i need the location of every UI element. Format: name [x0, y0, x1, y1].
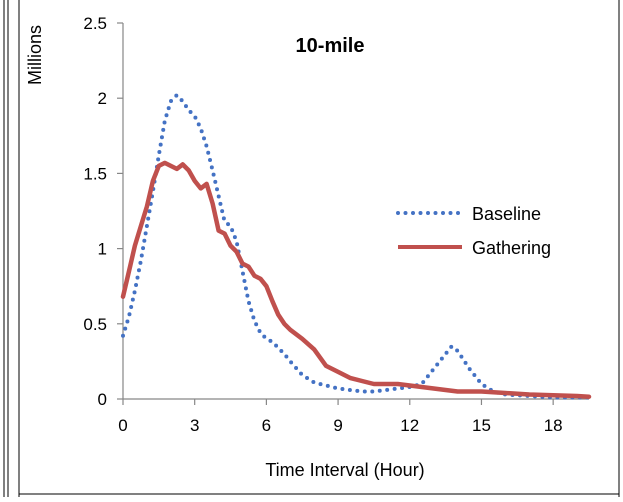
x-tick-label: 9: [333, 416, 342, 435]
chart-title: 10-mile: [296, 35, 365, 57]
x-tick-label: 3: [190, 416, 199, 435]
series-line-baseline: [121, 93, 591, 400]
series-layer: [120, 93, 592, 400]
y-tick-label: 2.5: [83, 14, 107, 33]
legend-label-baseline: Baseline: [472, 204, 541, 224]
legend-label-gathering: Gathering: [472, 238, 551, 258]
y-tick-label: 1: [98, 240, 107, 259]
x-axis-title: Time Interval (Hour): [265, 460, 424, 480]
y-axis-title: Millions: [25, 25, 45, 85]
x-tick-label: 6: [262, 416, 271, 435]
y-axis-ticks: 0 0.5 1 1.5 2 2.5: [83, 14, 123, 409]
legend: Baseline Gathering: [396, 204, 551, 258]
x-tick-label: 18: [544, 416, 563, 435]
x-tick-label: 0: [118, 416, 127, 435]
series-line-gathering: [120, 160, 592, 399]
y-tick-label: 0: [98, 390, 107, 409]
y-tick-label: 1.5: [83, 164, 107, 183]
x-tick-label: 12: [400, 416, 419, 435]
y-tick-label: 2: [98, 89, 107, 108]
x-axis-ticks: 0 3 6 9 12 15 18: [118, 399, 563, 435]
x-tick-label: 15: [472, 416, 491, 435]
y-tick-label: 0.5: [83, 315, 107, 334]
